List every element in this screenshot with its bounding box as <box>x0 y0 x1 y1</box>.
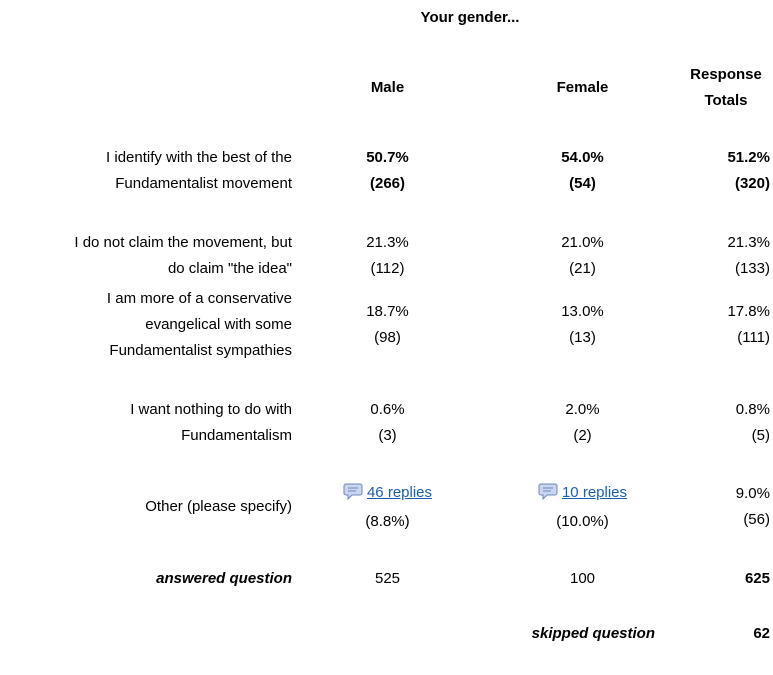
cell-line: 51.2% <box>727 149 770 166</box>
cell-line: (111) <box>737 329 770 346</box>
row-label: I want nothing to do with Fundamentalism <box>0 397 292 449</box>
cell-line: 2.0% <box>565 401 600 418</box>
label-line: Fundamentalist movement <box>115 175 292 192</box>
reply-line: 46 replies <box>330 480 445 509</box>
cell-line: 54.0% <box>561 149 604 166</box>
row-label: I do not claim the movement, but do claim… <box>0 230 292 282</box>
cell: 21.3% (112) <box>330 230 445 282</box>
replies-link[interactable]: 10 replies <box>561 483 628 501</box>
reply-line: 10 replies <box>525 480 640 509</box>
comment-icon <box>343 482 363 509</box>
cell-line: 17.8% <box>727 303 770 320</box>
replies-link[interactable]: 46 replies <box>366 483 433 501</box>
cell: 13.0% (13) <box>525 286 640 364</box>
cell: 0.6% (3) <box>330 397 445 449</box>
label-line: I want nothing to do with <box>130 401 292 418</box>
answered-value: 525 <box>374 570 401 587</box>
cell: 9.0% (56) <box>650 481 770 533</box>
label-line: I identify with the best of the <box>106 149 292 166</box>
cell-line: (112) <box>370 260 405 277</box>
skipped-label: skipped question <box>531 625 655 642</box>
label-line: evangelical with some <box>145 316 292 333</box>
row-label: I am more of a conservative evangelical w… <box>0 286 292 364</box>
cell: 10 replies (10.0%) <box>525 481 640 533</box>
cell-line: (266) <box>369 175 406 192</box>
col-header: Female <box>556 79 609 96</box>
row-label: I identify with the best of the Fundament… <box>0 145 292 197</box>
cell-line: (98) <box>374 329 401 346</box>
label-line: I am more of a conservative <box>106 290 292 307</box>
cell-line: 50.7% <box>366 149 409 166</box>
cell-line: 9.0% <box>735 485 770 502</box>
cell-line: 13.0% <box>561 303 604 320</box>
skipped-value: 62 <box>753 625 770 642</box>
cell: 2.0% (2) <box>525 397 640 449</box>
cell-line: (21) <box>569 260 596 277</box>
cell: 46 replies (8.8%) <box>330 481 445 533</box>
comment-icon <box>538 482 558 509</box>
cell-line: (56) <box>743 511 770 528</box>
cell: 21.3% (133) <box>650 230 770 282</box>
cell-line: 21.3% <box>366 234 409 251</box>
cell: 17.8% (111) <box>650 286 770 364</box>
label-line: do claim "the idea" <box>167 260 292 277</box>
cell-line: (5) <box>751 427 770 444</box>
cell-line: (54) <box>569 175 596 192</box>
cell-line: (8.8%) <box>365 512 410 530</box>
label-line: Fundamentalist sympathies <box>109 342 292 359</box>
cell: 18.7% (98) <box>330 286 445 364</box>
cell-line: (13) <box>569 329 596 346</box>
label-line: I do not claim the movement, but <box>74 234 292 251</box>
answered-label: answered question <box>156 570 292 587</box>
cell-line: 18.7% <box>366 303 409 320</box>
cell-line: (133) <box>734 260 770 277</box>
cell-line: (320) <box>734 175 770 192</box>
cell: 0.8% (5) <box>650 397 770 449</box>
cell-line: (10.0%) <box>556 512 609 530</box>
col-header: Male <box>370 79 405 96</box>
cell-line: (2) <box>573 427 592 444</box>
cell: 54.0% (54) <box>525 145 640 197</box>
cell: 21.0% (21) <box>525 230 640 282</box>
cell-line: 21.3% <box>727 234 770 251</box>
label-line: Other (please specify) <box>145 498 292 515</box>
cell: 51.2% (320) <box>650 145 770 197</box>
cell-line: 0.6% <box>370 401 405 418</box>
cell-line: 21.0% <box>561 234 604 251</box>
label-line: Fundamentalism <box>181 427 292 444</box>
row-label: Other (please specify) <box>0 481 292 533</box>
answered-value: 625 <box>744 570 770 587</box>
col-header: Response Totals <box>690 66 762 109</box>
cell-line: (3) <box>378 427 397 444</box>
title: Your gender... <box>420 9 520 26</box>
answered-value: 100 <box>569 570 596 587</box>
cell-line: 0.8% <box>735 401 770 418</box>
cell: 50.7% (266) <box>330 145 445 197</box>
